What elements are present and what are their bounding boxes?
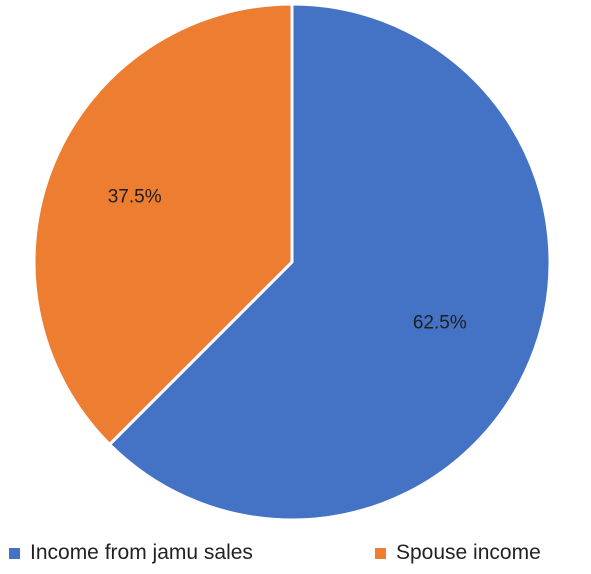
legend: Income from jamu sales Spouse income	[0, 541, 591, 571]
pie-slice-spouse-income	[32, 2, 294, 446]
data-label-income-from-jamu-sales: 62.5%	[413, 313, 467, 334]
legend-swatch-spouse-income	[375, 547, 386, 559]
legend-swatch-income-from-jamu-sales	[9, 547, 20, 559]
legend-item-spouse-income: Spouse income	[375, 541, 541, 565]
legend-label-income-from-jamu-sales: Income from jamu sales	[30, 541, 253, 564]
legend-label-spouse-income: Spouse income	[396, 541, 541, 564]
pie-chart: 62.5% 37.5%	[32, 2, 552, 522]
data-label-spouse-income: 37.5%	[108, 186, 162, 207]
pie-slices	[32, 2, 552, 522]
legend-item-income-from-jamu-sales: Income from jamu sales	[9, 541, 253, 565]
pie-data-labels: 62.5% 37.5%	[108, 186, 467, 333]
pie-slice-income-from-jamu-sales	[108, 2, 552, 522]
